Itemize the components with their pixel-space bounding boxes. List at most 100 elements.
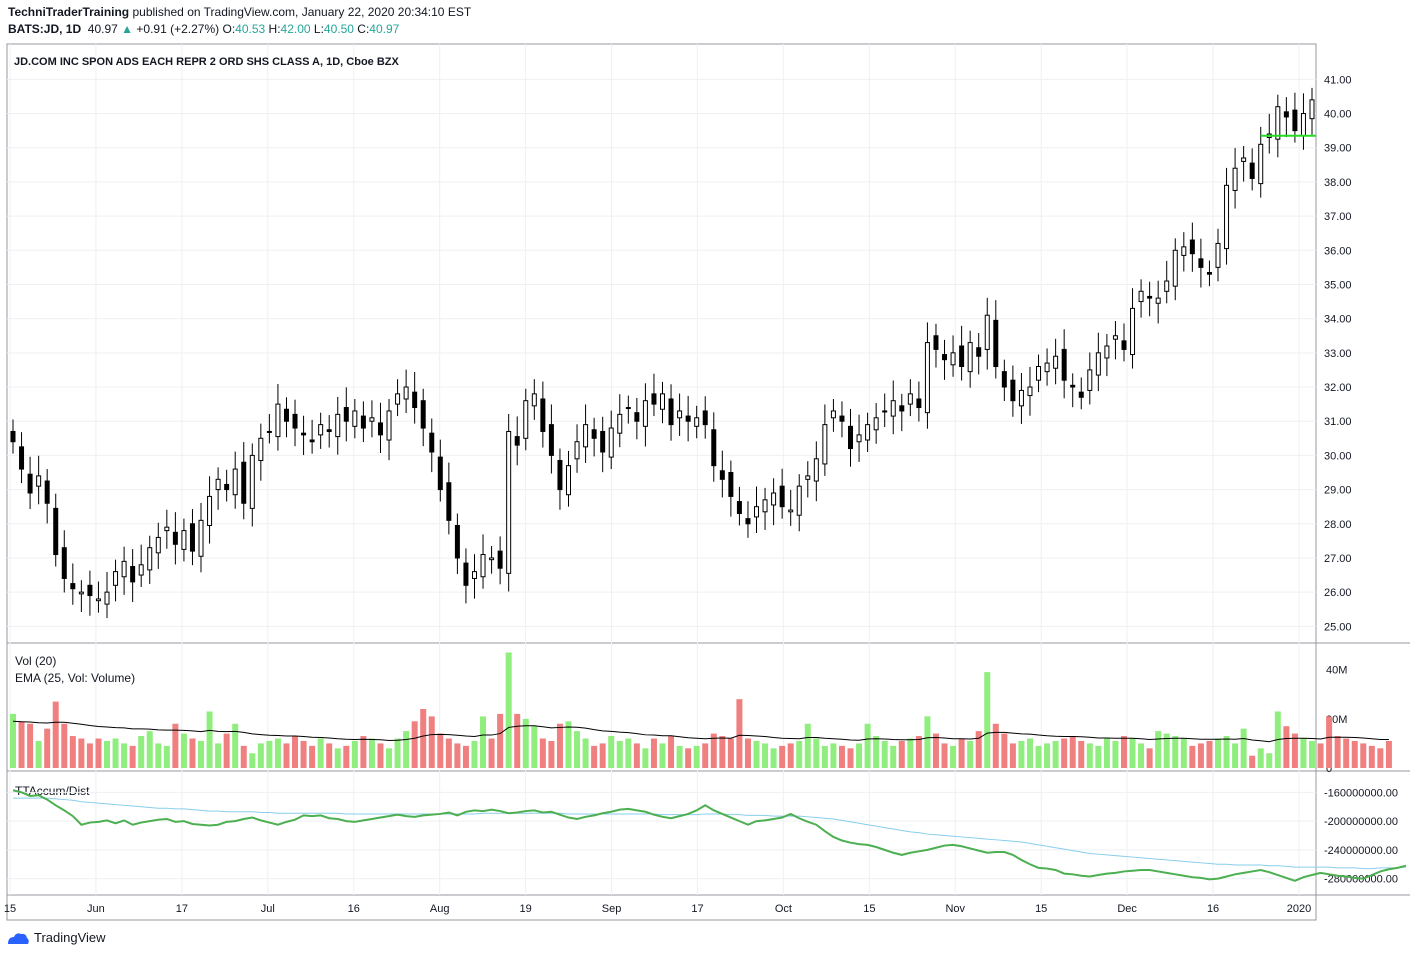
volume-bar <box>326 743 333 768</box>
candle-body <box>1104 345 1110 359</box>
volume-bar <box>1223 736 1230 768</box>
candle-body <box>651 393 657 405</box>
volume-bar <box>1326 716 1333 768</box>
volume-bar <box>1155 731 1162 768</box>
volume-bar <box>770 748 777 768</box>
volume-bar <box>719 736 726 768</box>
volume-bar <box>1069 736 1076 768</box>
volume-bar <box>428 716 435 768</box>
candle-body <box>514 436 520 446</box>
candle-body <box>301 432 307 436</box>
volume-bar <box>454 743 461 768</box>
candle-body <box>660 393 665 410</box>
volume-bar <box>112 738 119 768</box>
candle-body <box>480 554 486 578</box>
candle-body <box>754 506 760 518</box>
candle-body <box>343 407 349 422</box>
candle-body <box>745 518 751 525</box>
candle-body <box>224 483 230 491</box>
volume-bar <box>958 738 965 768</box>
candle-body <box>87 584 93 597</box>
volume-bar <box>1368 745 1375 768</box>
volume-bar <box>27 723 34 768</box>
candle-body <box>771 492 777 506</box>
volume-bar <box>274 738 281 768</box>
candle-body <box>728 471 734 497</box>
candle-body <box>557 460 563 491</box>
volume-tick-label: 0 <box>1326 763 1332 775</box>
candle-body <box>694 417 700 427</box>
volume-bar <box>1163 733 1170 768</box>
volume-bar <box>950 745 957 768</box>
volume-bar <box>907 738 914 768</box>
candle-body <box>1198 258 1204 268</box>
volume-bar <box>1351 740 1358 768</box>
volume-bar <box>804 723 811 768</box>
volume-bar <box>61 723 68 768</box>
price-tick-label: 27.00 <box>1324 553 1352 565</box>
volume-bar <box>873 736 880 768</box>
high-value: 42.00 <box>280 22 311 36</box>
candle-body <box>856 434 862 443</box>
candle-body <box>1206 272 1212 275</box>
open-label: O: <box>222 22 236 36</box>
candle-body <box>1241 157 1247 162</box>
volume-bar <box>1283 726 1290 768</box>
candle-body <box>1232 167 1238 191</box>
candle-body <box>907 393 913 405</box>
candle-body <box>1010 379 1016 402</box>
price-tick-label: 28.00 <box>1324 519 1352 531</box>
candle-body <box>138 564 144 576</box>
time-tick-label: 19 <box>519 903 531 915</box>
accum-signal-line <box>13 797 1407 870</box>
volume-ema-line <box>12 720 1389 743</box>
volume-bar <box>642 748 649 768</box>
candle-body <box>266 430 272 433</box>
close-label: C: <box>357 22 370 36</box>
candle-body <box>10 430 16 443</box>
volume-bar <box>138 736 145 768</box>
candle-body <box>882 410 888 413</box>
volume-bar <box>462 745 469 768</box>
volume-bar <box>309 745 316 768</box>
candle-body <box>19 446 25 470</box>
price-tick-label: 25.00 <box>1324 621 1352 633</box>
publisher-name: TechniTraderTraining <box>8 5 130 19</box>
volume-bar <box>411 721 418 768</box>
volume-bar <box>343 745 350 768</box>
candle-body <box>506 430 512 574</box>
volume-bar <box>1257 748 1264 768</box>
publish-info: TechniTraderTraining published on Tradin… <box>8 5 471 19</box>
volume-bar <box>1291 733 1298 768</box>
price-tick-label: 30.00 <box>1324 450 1352 462</box>
volume-bar <box>317 738 324 768</box>
candle-body <box>1044 362 1050 373</box>
candle-body <box>583 424 589 448</box>
candle-body <box>1027 386 1033 397</box>
candle-body <box>796 485 802 516</box>
volume-bar <box>129 745 136 768</box>
candle-body <box>437 456 443 491</box>
candle-body <box>181 530 187 550</box>
volume-bar <box>480 716 487 768</box>
volume-bar <box>1103 738 1110 768</box>
volume-bar <box>1317 743 1324 768</box>
low-label: L: <box>313 22 324 36</box>
volume-bar <box>625 738 632 768</box>
time-tick-label: Jun <box>87 903 105 915</box>
volume-bar <box>813 738 820 768</box>
candle-body <box>420 400 426 429</box>
candle-body <box>899 405 905 412</box>
volume-bar <box>1172 736 1179 768</box>
candle-body <box>1275 106 1281 140</box>
volume-bar <box>924 716 931 768</box>
candle-body <box>1181 246 1187 256</box>
volume-bar <box>300 740 307 768</box>
volume-bar <box>539 738 546 768</box>
volume-bar <box>693 745 700 768</box>
tradingview-logo[interactable]: TradingView <box>6 930 106 945</box>
candle-body <box>78 591 84 595</box>
volume-bar <box>497 713 504 768</box>
volume-bar <box>514 713 521 768</box>
